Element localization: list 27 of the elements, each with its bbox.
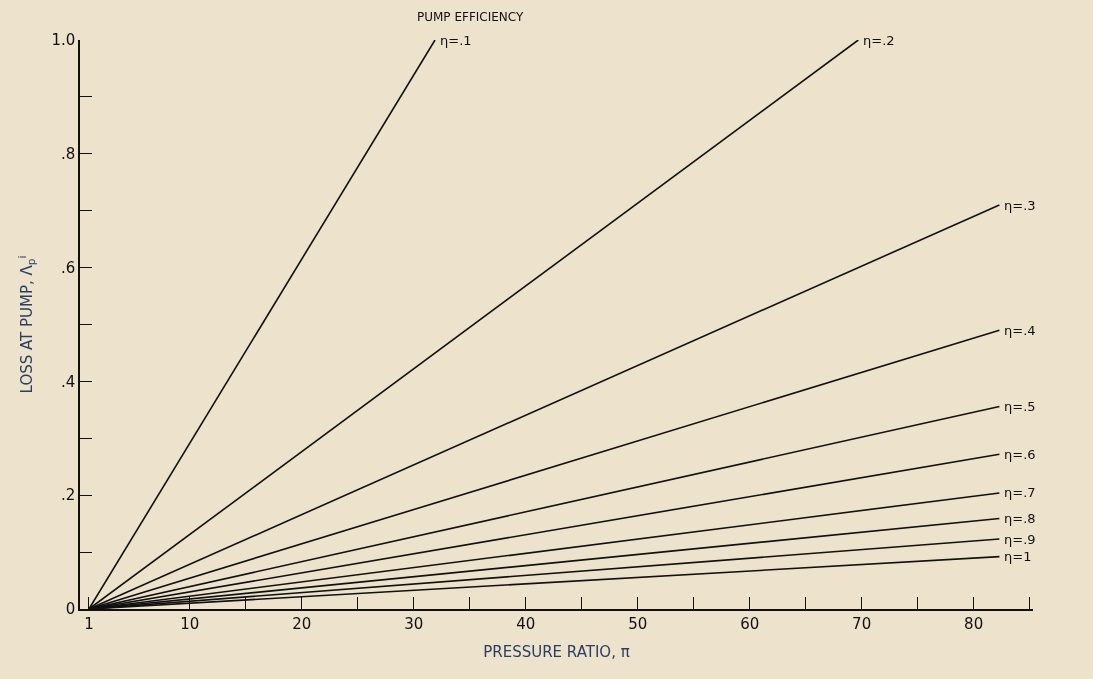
x-tick-label: 50 (628, 614, 648, 633)
y-tick-label: .2 (60, 486, 76, 505)
series-label: η=.4 (1004, 323, 1036, 338)
series-label: η=.9 (1004, 532, 1036, 547)
x-tick-label: 60 (740, 614, 760, 633)
series-label: η=.2 (863, 33, 895, 48)
x-tick-label: 30 (404, 614, 424, 633)
y-tick-label: .4 (60, 372, 76, 391)
y-tick-label: .8 (60, 145, 76, 164)
series-label: η=.8 (1004, 511, 1036, 526)
x-tick-label: 70 (852, 614, 872, 633)
y-tick-label: 0 (65, 600, 76, 619)
y-tick-label: 1.0 (51, 31, 76, 50)
x-tick-label: 20 (292, 614, 312, 633)
series-label: η=1 (1004, 549, 1032, 564)
series-label: η=.6 (1004, 447, 1036, 462)
x-axis-title: PRESSURE RATIO, π (483, 643, 630, 662)
x-tick-label: 1 (84, 614, 94, 633)
x-tick-label: 80 (964, 614, 984, 633)
x-tick-label: 40 (516, 614, 536, 633)
series-label: η=.5 (1004, 399, 1036, 414)
text: PUMP EFFICIENCY (417, 10, 524, 24)
series-label: η=.1 (440, 33, 472, 48)
series-label: η=.7 (1004, 485, 1036, 500)
y-tick-label: .6 (60, 258, 76, 277)
series-label: η=.3 (1004, 198, 1036, 213)
x-tick-label: 10 (180, 614, 200, 633)
